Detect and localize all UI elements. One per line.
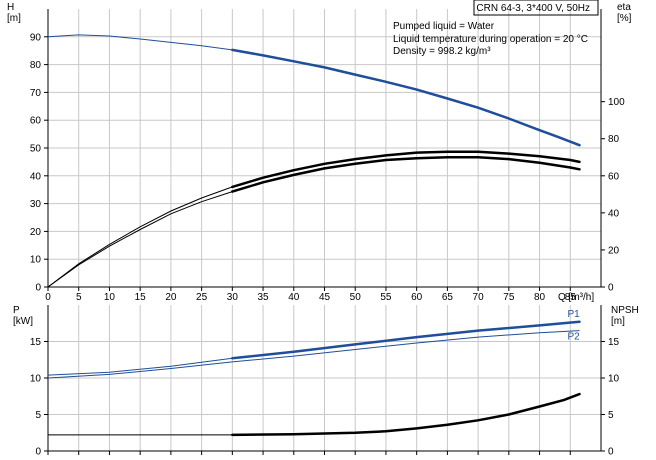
y-tick-label: 80 (30, 60, 42, 71)
p-axis-label-unit: [kW] (13, 316, 33, 327)
title-box (473, 0, 599, 16)
x-tick-label: 55 (380, 292, 392, 303)
x-tick-label: 80 (534, 292, 546, 303)
y-tick-label: 30 (30, 199, 42, 210)
x-tick-label: 35 (257, 292, 269, 303)
y-right-tick-label: 15 (608, 337, 620, 348)
x-tick-label: 70 (473, 292, 485, 303)
x-tick-label: 75 (503, 292, 515, 303)
chart-title: CRN 64-3, 3*400 V, 50Hz (476, 3, 590, 14)
series-label-p1: P1 (567, 309, 580, 320)
y-right-tick-label: 60 (608, 171, 620, 182)
x-tick-label: 65 (442, 292, 454, 303)
y-right-axis-label-name: eta (617, 2, 631, 13)
y-right-tick-label: 40 (608, 208, 620, 219)
x-tick-label: 40 (288, 292, 300, 303)
series-line-operating-top-2 (231, 150, 581, 189)
y-tick-label: 50 (30, 144, 42, 155)
y-tick-label: 15 (30, 337, 42, 348)
series-line-bottom-1 (47, 330, 580, 379)
y-tick-label: 10 (30, 374, 42, 385)
y-right-axis-label-unit: [%] (617, 13, 632, 24)
series-line-operating-bottom-2 (231, 392, 581, 437)
y-tick-label: 20 (30, 227, 42, 238)
series-line-top-0 (47, 34, 580, 146)
x-axis-label: Q [m³/h] (558, 292, 594, 303)
x-tick-label: 0 (45, 292, 51, 303)
y-axis-label-unit: [m] (7, 13, 21, 24)
y-right-tick-label: 10 (608, 374, 620, 385)
npsh-axis-label-unit: [m] (611, 316, 625, 327)
series-line-top-2 (47, 151, 580, 288)
y-tick-label: 70 (30, 88, 42, 99)
y-tick-label: 90 (30, 32, 42, 43)
y-right-tick-label: 80 (608, 134, 620, 145)
x-tick-label: 30 (227, 292, 239, 303)
series-line-operating-bottom-0 (231, 320, 581, 360)
annotation-density: Density = 998.2 kg/m³ (393, 46, 491, 57)
x-tick-label: 45 (319, 292, 331, 303)
y-axis-label-name: H (7, 2, 14, 13)
x-tick-label: 25 (196, 292, 208, 303)
series-label-p2: P2 (567, 332, 580, 343)
y-tick-label: 0 (35, 283, 41, 294)
y-tick-label: 0 (35, 447, 41, 458)
y-right-tick-label: 100 (608, 97, 625, 108)
annotation-pumped-liquid: Pumped liquid = Water (393, 21, 495, 32)
npsh-axis-label-name: NPSH (611, 305, 639, 316)
x-tick-label: 85 (565, 292, 577, 303)
y-right-tick-label: 5 (608, 410, 614, 421)
y-tick-label: 40 (30, 171, 42, 182)
y-tick-label: 5 (35, 410, 41, 421)
x-tick-label: 50 (350, 292, 362, 303)
y-right-tick-label: 0 (608, 283, 614, 294)
annotation-liquid-temperature: Liquid temperature during operation = 20… (393, 34, 588, 45)
y-tick-label: 10 (30, 255, 42, 266)
p-axis-label-name: P (13, 305, 20, 316)
x-tick-label: 10 (104, 292, 116, 303)
x-tick-label: 5 (76, 292, 82, 303)
series-line-operating-top-0 (231, 48, 581, 147)
x-tick-label: 15 (135, 292, 147, 303)
y-tick-label: 60 (30, 116, 42, 127)
y-right-tick-label: 0 (608, 447, 614, 458)
x-tick-label: 60 (411, 292, 423, 303)
y-right-tick-label: 20 (608, 245, 620, 256)
series-line-top-1 (47, 156, 580, 288)
x-tick-label: 20 (165, 292, 177, 303)
series-line-operating-top-1 (231, 156, 581, 193)
